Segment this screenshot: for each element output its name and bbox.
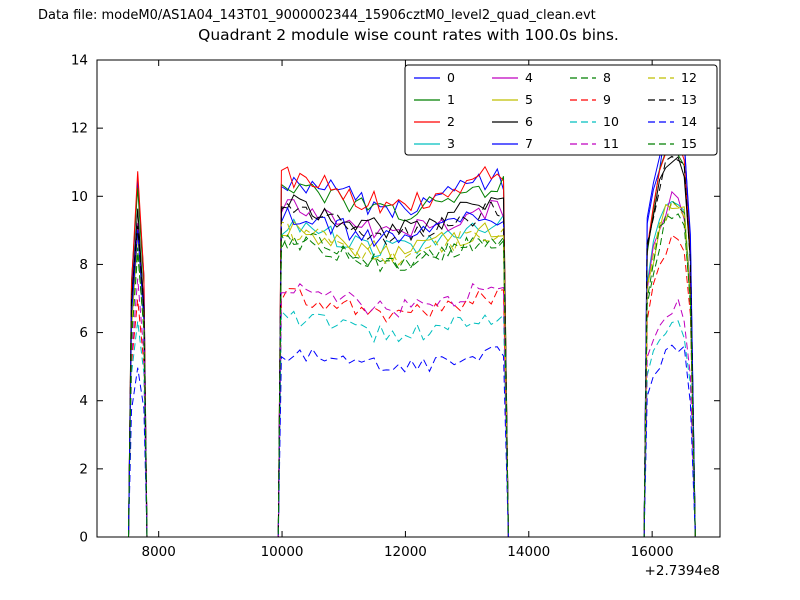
legend-label-0: 0 xyxy=(447,70,455,85)
y-tick-label: 12 xyxy=(71,121,88,137)
legend-label-2: 2 xyxy=(447,114,455,129)
y-tick-label: 6 xyxy=(79,325,88,341)
legend-label-13: 13 xyxy=(681,92,697,107)
legend-label-5: 5 xyxy=(525,92,533,107)
plot-frame xyxy=(96,59,721,538)
series-line-11 xyxy=(128,278,696,538)
x-tick-label: 10000 xyxy=(261,544,304,560)
legend-label-9: 9 xyxy=(603,92,611,107)
y-tick-label: 10 xyxy=(71,189,88,205)
series-line-5 xyxy=(128,203,696,538)
legend-box xyxy=(404,64,718,156)
x-tick-label: 12000 xyxy=(384,544,427,560)
series-line-3 xyxy=(128,201,696,538)
series-line-13 xyxy=(128,155,696,538)
series-line-2 xyxy=(128,137,696,538)
x-tick-label: 16000 xyxy=(631,544,674,560)
legend-label-7: 7 xyxy=(525,136,533,151)
legend-label-6: 6 xyxy=(525,114,533,129)
series-line-9 xyxy=(128,234,696,538)
legend-label-8: 8 xyxy=(603,70,611,85)
series-line-0 xyxy=(128,126,696,538)
series-line-1 xyxy=(128,151,696,538)
legend-label-14: 14 xyxy=(681,114,697,129)
series-line-15 xyxy=(128,213,696,538)
chart-title: Quadrant 2 module wise count rates with … xyxy=(198,26,619,44)
series-line-7 xyxy=(128,124,696,538)
y-tick-label: 14 xyxy=(71,53,88,69)
data-file-label: Data file: modeM0/AS1A04_143T01_90000023… xyxy=(38,8,596,23)
legend-label-1: 1 xyxy=(447,92,455,107)
y-tick-label: 8 xyxy=(79,257,88,273)
series-line-10 xyxy=(128,309,696,538)
series-line-8 xyxy=(128,199,696,538)
x-tick-label: 14000 xyxy=(507,544,550,560)
y-tick-label: 0 xyxy=(79,530,88,546)
x-tick-label: 8000 xyxy=(142,544,176,560)
series-line-14 xyxy=(128,344,696,538)
legend-label-3: 3 xyxy=(447,136,455,151)
legend-label-15: 15 xyxy=(681,136,697,151)
y-tick-label: 2 xyxy=(79,461,88,477)
x-axis-offset-label: +2.7394e8 xyxy=(645,563,720,579)
legend-label-11: 11 xyxy=(603,136,619,151)
series-line-4 xyxy=(128,190,696,538)
y-tick-label: 4 xyxy=(79,393,88,409)
legend-label-4: 4 xyxy=(525,70,533,85)
legend-label-12: 12 xyxy=(681,70,697,85)
legend-label-10: 10 xyxy=(603,114,619,129)
series-line-12 xyxy=(128,201,696,538)
